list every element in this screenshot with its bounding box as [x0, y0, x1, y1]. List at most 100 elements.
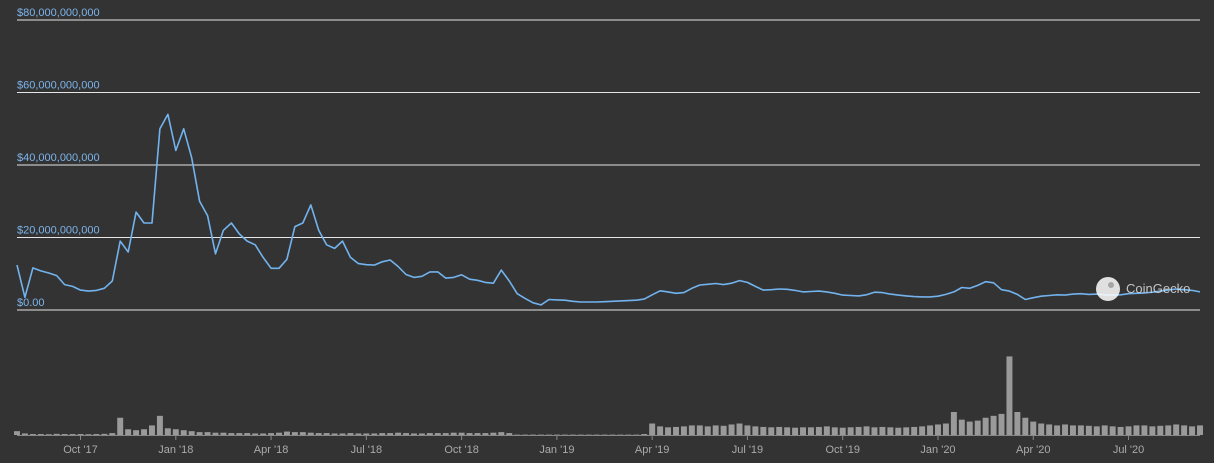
- volume-bar: [942, 423, 949, 435]
- volume-bar: [1165, 425, 1172, 435]
- volume-bar: [911, 426, 918, 435]
- volume-bar: [831, 427, 838, 435]
- watermark-logo: [1096, 277, 1120, 301]
- volume-bar: [1149, 426, 1156, 435]
- volume-bar: [704, 426, 711, 435]
- volume-bar: [792, 427, 799, 435]
- volume-bar: [268, 433, 275, 435]
- volume-bar: [752, 426, 759, 435]
- volume-bar: [93, 434, 100, 435]
- market-cap-line: [16, 113, 1201, 306]
- volume-bar: [863, 426, 870, 435]
- volume-bar: [895, 427, 902, 435]
- volume-bar: [728, 424, 735, 435]
- volume-bar: [101, 433, 108, 435]
- volume-bar: [966, 421, 973, 435]
- x-tick-label: Jul '20: [1113, 444, 1144, 456]
- volume-bar: [37, 434, 44, 435]
- volume-bar: [387, 433, 394, 435]
- volume-bar: [1101, 425, 1108, 435]
- volume-bar: [982, 417, 989, 435]
- volume-bar: [847, 427, 854, 435]
- x-tick-label: Jul '19: [732, 444, 763, 456]
- volume-bar: [204, 432, 211, 435]
- volume-bar: [490, 432, 497, 435]
- volume-bar: [172, 429, 179, 435]
- volume-bar: [1062, 424, 1069, 435]
- volume-bar: [807, 427, 814, 435]
- volume-bar: [426, 433, 433, 435]
- y-tick-label: $40,000,000,000: [17, 152, 100, 164]
- volume-bar: [331, 433, 338, 435]
- volume-bar: [188, 431, 195, 435]
- volume-bar: [736, 423, 743, 435]
- volume-bar: [434, 433, 441, 435]
- volume-bar: [998, 413, 1005, 435]
- volume-bar: [1038, 423, 1045, 435]
- volume-bar: [839, 427, 846, 435]
- volume-bar: [220, 432, 227, 435]
- volume-bar: [164, 428, 171, 435]
- volume-bar: [879, 426, 886, 435]
- x-tick-label: Apr '20: [1016, 444, 1051, 456]
- volume-bar: [958, 419, 965, 435]
- volume-bar: [53, 433, 60, 435]
- volume-bar: [276, 432, 282, 435]
- volume-bar: [1022, 417, 1029, 435]
- volume-bar: [117, 417, 124, 435]
- volume-bar: [1030, 421, 1037, 435]
- volume-bar: [291, 432, 298, 435]
- volume-bar: [1077, 425, 1084, 435]
- volume-bar: [299, 432, 306, 435]
- volume-bar: [1141, 425, 1148, 435]
- y-tick-label: $0.00: [17, 297, 45, 309]
- volume-bar: [125, 429, 132, 435]
- volume-bar: [657, 426, 664, 435]
- volume-bar: [85, 434, 92, 435]
- volume-bar: [77, 434, 84, 435]
- volume-bar: [180, 430, 187, 435]
- x-tick-label: Oct '19: [825, 444, 860, 456]
- volume-bar: [1189, 426, 1196, 435]
- volume-bar: [395, 432, 402, 435]
- x-tick-label: Jan '20: [920, 444, 955, 456]
- volume-bar: [283, 431, 290, 435]
- volume-bar: [371, 433, 378, 435]
- volume-bar: [61, 434, 68, 435]
- volume-bar: [887, 427, 894, 435]
- volume-bar: [1117, 426, 1124, 435]
- volume-bar: [696, 425, 703, 435]
- volume-bar: [935, 424, 941, 435]
- volume-bar: [823, 426, 830, 435]
- volume-bar: [1125, 426, 1132, 435]
- volume-bar: [680, 426, 687, 435]
- volume-bar: [148, 425, 155, 435]
- volume-bar: [1157, 425, 1164, 435]
- volume-bar: [411, 433, 417, 435]
- volume-bar: [760, 426, 767, 435]
- x-tick-label: Oct '17: [63, 444, 98, 456]
- volume-bar: [815, 426, 822, 435]
- volume-bar: [974, 420, 981, 435]
- volume-bar: [1006, 356, 1013, 435]
- volume-bar: [236, 433, 243, 435]
- volume-bar: [14, 431, 20, 435]
- volume-bar: [347, 433, 354, 435]
- volume-bar: [212, 432, 219, 435]
- volume-bar: [1181, 425, 1188, 435]
- watermark-logo-eye: [1108, 282, 1114, 288]
- x-tick-label: Oct '18: [444, 444, 479, 456]
- volume-bar: [1054, 425, 1061, 435]
- volume-bar: [1014, 412, 1021, 435]
- volume-bar: [768, 427, 775, 435]
- volume-bar: [379, 433, 386, 435]
- x-tick-label: Apr '18: [254, 444, 289, 456]
- volume-bar: [403, 433, 410, 435]
- volume-bar: [855, 426, 862, 435]
- volume-bar: [442, 433, 449, 435]
- volume-bar: [21, 433, 28, 435]
- x-tick-label: Jan '18: [158, 444, 193, 456]
- volume-bar: [466, 433, 473, 435]
